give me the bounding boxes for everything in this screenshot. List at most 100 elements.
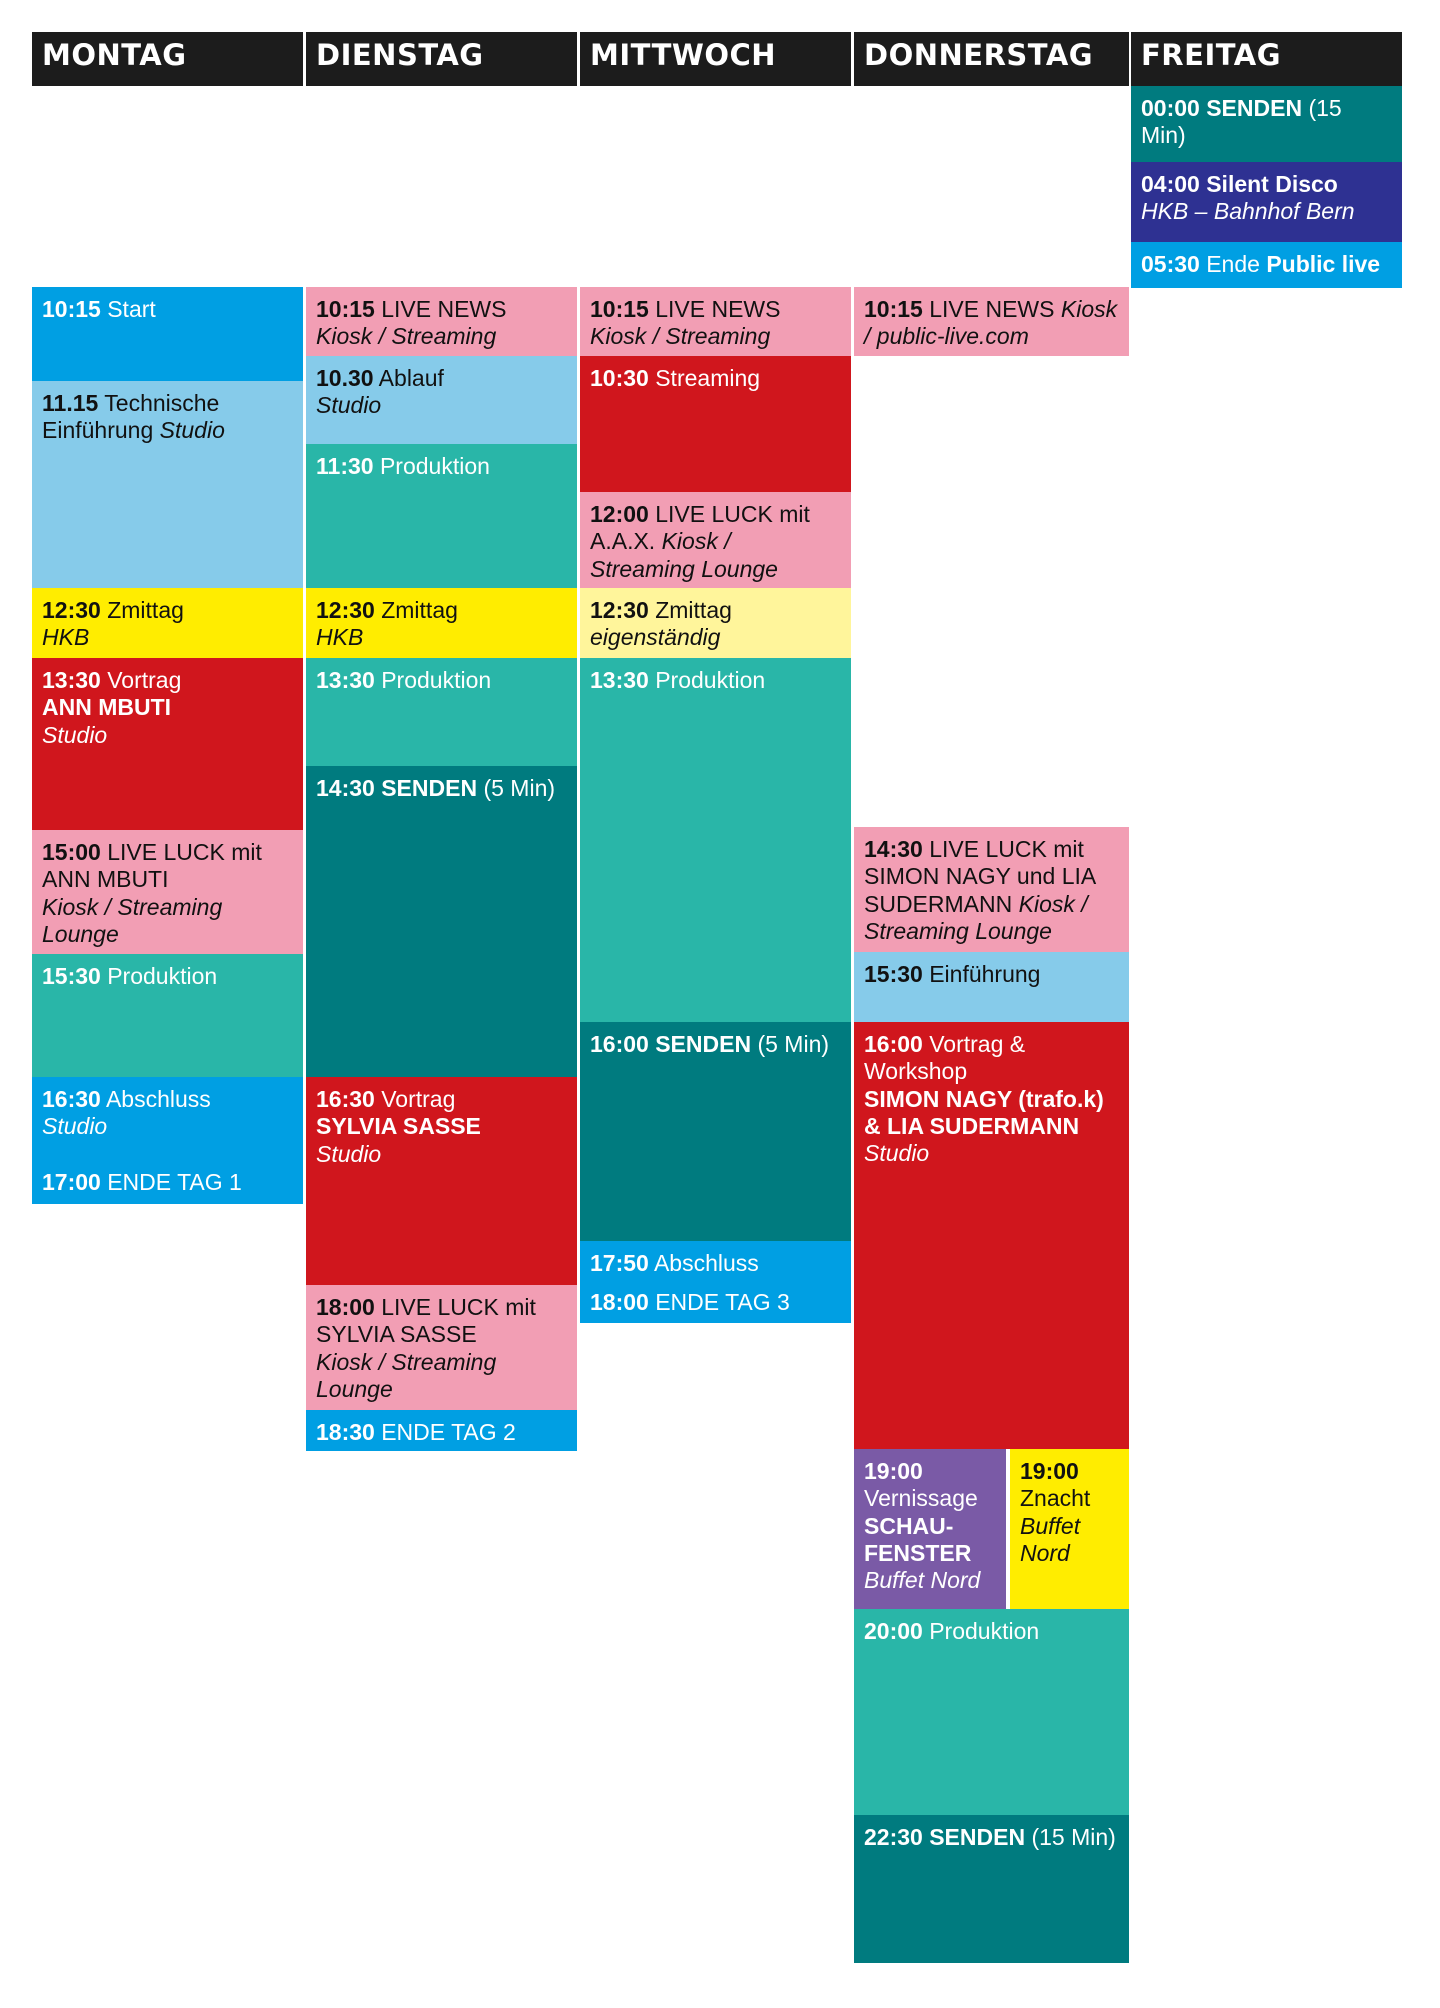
slot-label: LIVE NEWS — [922, 296, 1061, 322]
slot-label: Ablauf — [373, 365, 444, 391]
slot-label: Zmittag — [374, 597, 458, 623]
slot-place: eigenständig — [590, 624, 721, 651]
thu-production-slot: 20:00 Produktion — [854, 1609, 1129, 1815]
slot-label: Zmittag — [648, 597, 732, 623]
day-header-thursday: DONNERSTAG — [854, 32, 1129, 86]
thu-dinner-slot: 19:00 Znacht Buffet Nord — [1010, 1449, 1129, 1609]
slot-place: Studio — [316, 1140, 382, 1167]
slot-time: 18:00 — [316, 1294, 375, 1320]
slot-time: 10:15 — [42, 296, 101, 322]
slot-time: 19:00 — [864, 1458, 923, 1484]
slot-label: Streaming — [648, 365, 761, 391]
slot-time: 10:15 — [316, 296, 375, 322]
slot-label: Einführung — [922, 961, 1041, 987]
wed-closing-slot: 17:50 Abschluss 18:00 ENDE TAG 3 — [580, 1241, 851, 1323]
slot-speaker: SYLVIA SASSE — [316, 1113, 481, 1140]
slot-time: 14:30 — [864, 836, 923, 862]
slot-label: LIVE NEWS — [648, 296, 781, 322]
mon-production-slot: 15:30 Produktion — [32, 954, 303, 1077]
slot-label: Produktion — [100, 963, 218, 989]
slot-speaker: ANN MBUTI — [42, 694, 172, 721]
mon-talk-slot: 13:30 Vortrag ANN MBUTI Studio — [32, 658, 303, 830]
wed-live-news-slot: 10:15 LIVE NEWS Kiosk / Streaming Lounge — [580, 287, 851, 356]
slot-label: Abschluss — [648, 1250, 759, 1276]
tue-live-news-slot: 10:15 LIVE NEWS Kiosk / Streaming Lounge — [306, 287, 577, 356]
slot-label: Vortrag & Workshop — [864, 1031, 1026, 1085]
slot-time: 15:30 — [42, 963, 101, 989]
fri-silent-disco-slot: 04:00 Silent Disco HKB – Bahnhof Bern — [1131, 162, 1402, 242]
tue-end-slot: 18:30 ENDE TAG 2 — [306, 1410, 577, 1451]
end-label: ENDE TAG 3 — [648, 1289, 790, 1316]
fri-send-slot: 00:00 SENDEN (15 Min) — [1131, 86, 1402, 162]
slot-place: HKB — [42, 624, 90, 651]
slot-time: 16:00 SENDEN — [590, 1031, 752, 1057]
slot-place: Kiosk / Streaming Lounge — [590, 528, 778, 582]
slot-time: 13:30 — [42, 667, 101, 693]
slot-place: Buffet Nord — [864, 1567, 981, 1594]
slot-label: Produktion — [373, 453, 490, 479]
end-time: 17:00 — [42, 1168, 101, 1195]
mon-live-luck-slot: 15:00 LIVE LUCK mit ANN MBUTI Kiosk / St… — [32, 830, 303, 954]
slot-time: 05:30 — [1141, 251, 1200, 277]
wed-streaming-slot: 10:30 Streaming — [580, 356, 851, 492]
slot-place: Buffet Nord — [1020, 1512, 1081, 1567]
tue-live-luck-slot: 18:00 LIVE LUCK mit SYLVIA SASSE Kiosk /… — [306, 1285, 577, 1410]
slot-strong-label: Public live — [1266, 251, 1381, 277]
slot-label: (5 Min) — [477, 775, 556, 801]
slot-speaker: SIMON NAGY (trafo.k) & LIA SUDERMANN — [864, 1085, 1104, 1140]
slot-place: HKB – Bahnhof Bern — [1141, 198, 1355, 225]
thu-talk-workshop-slot: 16:00 Vortrag & Workshop SIMON NAGY (tra… — [854, 1022, 1129, 1449]
slot-label: (15 Min) — [1141, 95, 1342, 149]
tue-talk-slot: 16:30 Vortrag SYLVIA SASSE Studio — [306, 1077, 577, 1285]
tue-send-slot: 14:30 SENDEN (5 Min) — [306, 766, 577, 1077]
tue-flow-slot: 10.30 Ablauf Studio — [306, 356, 577, 444]
slot-place: Studio — [42, 1113, 108, 1140]
slot-label: Ende — [1199, 251, 1267, 277]
slot-time: 22:30 SENDEN — [864, 1824, 1026, 1850]
slot-label: LIVE LUCK mit A.A.X. — [590, 501, 810, 555]
thu-live-luck-slot: 14:30 LIVE LUCK mit SIMON NAGY und LIA S… — [854, 827, 1129, 952]
slot-time: 04:00 Silent Disco — [1141, 171, 1338, 197]
day-header-friday: FREITAG — [1131, 32, 1402, 86]
slot-time: 13:30 — [590, 667, 649, 693]
slot-label: Produktion — [374, 667, 492, 693]
slot-label: LIVE LUCK mit SIMON NAGY und LIA SUDERMA… — [864, 836, 1095, 917]
slot-time: 11:30 — [316, 453, 374, 479]
thu-live-news-slot: 10:15 LIVE NEWS Kiosk / public-live.com — [854, 287, 1129, 356]
slot-label: Abschluss — [100, 1086, 211, 1112]
slot-time: 10:15 — [590, 296, 649, 322]
slot-place: HKB — [316, 624, 364, 651]
slot-label: Vernissage — [864, 1485, 978, 1512]
slot-time: 10.30 — [316, 365, 374, 391]
slot-label: Znacht — [1020, 1485, 1091, 1512]
day-header-tuesday: DIENSTAG — [306, 32, 577, 86]
slot-time: 10:30 — [590, 365, 649, 391]
day-header-wednesday: MITTWOCH — [580, 32, 851, 86]
slot-label: LIVE LUCK mit ANN MBUTI — [42, 839, 262, 893]
mon-closing-slot: 16:30 Abschluss Studio 17:00 ENDE TAG 1 — [32, 1077, 303, 1204]
slot-place: Kiosk / public-live.com — [864, 296, 1118, 350]
slot-time: 17:50 — [590, 1250, 649, 1276]
tue-lunch-slot: 12:30 Zmittag HKB — [306, 588, 577, 658]
slot-label: Technische Einführung — [42, 390, 220, 444]
mon-lunch-slot: 12:30 Zmittag HKB — [32, 588, 303, 658]
day-header-monday: MONTAG — [32, 32, 303, 86]
slot-time: 16:00 — [864, 1031, 923, 1057]
slot-place: Kiosk / Streaming Lounge — [42, 893, 223, 948]
slot-time: 15:30 — [864, 961, 923, 987]
slot-place: Studio — [42, 721, 108, 748]
slot-time: 12:30 — [316, 597, 375, 623]
thu-send-slot: 22:30 SENDEN (15 Min) — [854, 1815, 1129, 1963]
slot-time: 18:30 — [316, 1419, 375, 1445]
fri-end-slot: 05:30 Ende Public live — [1131, 242, 1402, 288]
slot-time: 16:30 — [316, 1086, 375, 1112]
slot-time: 16:30 — [42, 1086, 101, 1112]
tue-production-slot-1: 11:30 Produktion — [306, 444, 577, 588]
slot-label: Produktion — [648, 667, 766, 693]
slot-speaker: SCHAU-FENSTER — [864, 1512, 972, 1567]
slot-label: Start — [100, 296, 156, 322]
slot-time: 20:00 — [864, 1618, 923, 1644]
slot-label: LIVE LUCK mit SYLVIA SASSE — [316, 1294, 536, 1348]
slot-place: Studio — [159, 417, 225, 444]
slot-place: Studio — [316, 392, 382, 419]
